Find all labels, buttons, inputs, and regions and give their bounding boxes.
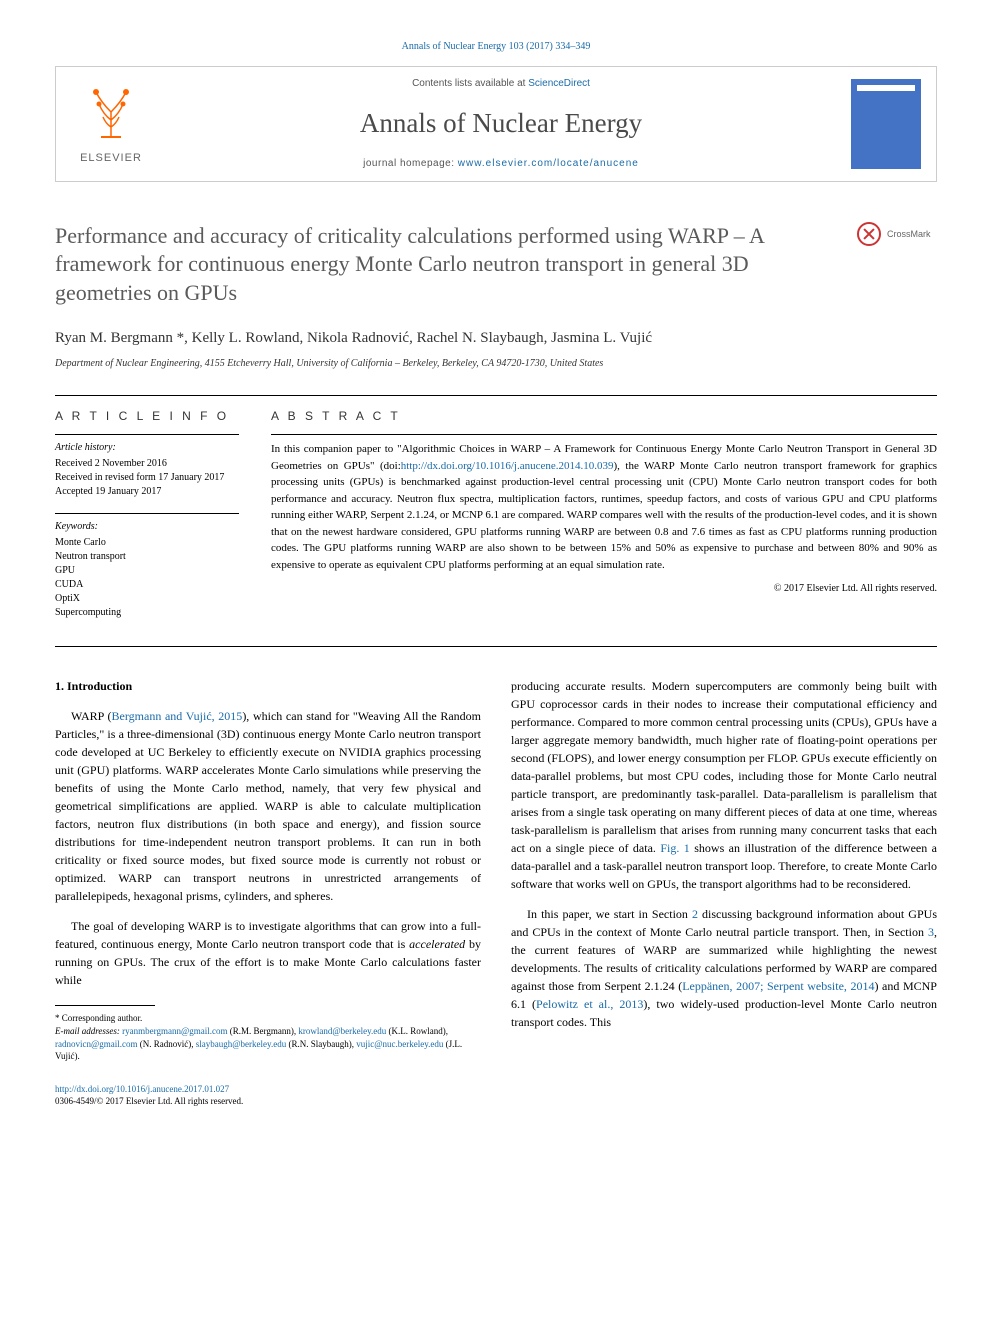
email-link[interactable]: krowland@berkeley.edu bbox=[298, 1026, 386, 1036]
keyword-item: OptiX bbox=[55, 592, 239, 606]
intro-para-3: producing accurate results. Modern super… bbox=[511, 677, 937, 893]
p1-pre: WARP ( bbox=[71, 709, 112, 723]
elsevier-logo: ELSEVIER bbox=[80, 82, 142, 167]
email-link[interactable]: slaybaugh@berkeley.edu bbox=[196, 1039, 286, 1049]
article-title: Performance and accuracy of criticality … bbox=[55, 222, 837, 308]
keyword-item: Neutron transport bbox=[55, 550, 239, 564]
email-label: E-mail addresses: bbox=[55, 1026, 120, 1036]
issn-copyright: 0306-4549/© 2017 Elsevier Ltd. All right… bbox=[55, 1096, 243, 1106]
history-revised: Received in revised form 17 January 2017 bbox=[55, 471, 239, 485]
abstract-heading: A B S T R A C T bbox=[271, 408, 937, 425]
crossmark-icon bbox=[857, 222, 881, 246]
page-container: Annals of Nuclear Energy 103 (2017) 334–… bbox=[0, 0, 992, 1148]
journal-name: Annals of Nuclear Energy bbox=[186, 105, 816, 143]
right-column: producing accurate results. Modern super… bbox=[511, 677, 937, 1108]
homepage-link[interactable]: www.elsevier.com/locate/anucene bbox=[458, 158, 639, 169]
title-row: Performance and accuracy of criticality … bbox=[55, 222, 937, 308]
abstract-text: In this companion paper to "Algorithmic … bbox=[271, 434, 937, 596]
top-citation: Annals of Nuclear Energy 103 (2017) 334–… bbox=[55, 40, 937, 54]
p3-pre: producing accurate results. Modern super… bbox=[511, 679, 937, 855]
email-link[interactable]: ryanmbergmann@gmail.com bbox=[122, 1026, 227, 1036]
header-center: Contents lists available at ScienceDirec… bbox=[166, 67, 836, 181]
publisher-label: ELSEVIER bbox=[80, 151, 142, 166]
body-columns: 1. Introduction WARP (Bergmann and Vujić… bbox=[55, 677, 937, 1108]
intro-para-1: WARP (Bergmann and Vujić, 2015), which c… bbox=[55, 707, 481, 905]
crossmark-label: CrossMark bbox=[887, 228, 931, 241]
contents-prefix: Contents lists available at bbox=[412, 78, 528, 89]
email-who: (K.L. Rowland), bbox=[389, 1026, 449, 1036]
authors-line: Ryan M. Bergmann *, Kelly L. Rowland, Ni… bbox=[55, 328, 937, 349]
contents-available-line: Contents lists available at ScienceDirec… bbox=[186, 77, 816, 91]
fig-1-link[interactable]: Fig. 1 bbox=[660, 841, 689, 855]
email-who: (N. Radnović), bbox=[140, 1039, 194, 1049]
keyword-item: CUDA bbox=[55, 578, 239, 592]
abstract-doi-link[interactable]: http://dx.doi.org/10.1016/j.anucene.2014… bbox=[401, 460, 614, 472]
email-link[interactable]: radnovicn@gmail.com bbox=[55, 1039, 138, 1049]
article-doi-link[interactable]: http://dx.doi.org/10.1016/j.anucene.2017… bbox=[55, 1084, 229, 1094]
affiliation-line: Department of Nuclear Engineering, 4155 … bbox=[55, 357, 937, 371]
intro-para-2: The goal of developing WARP is to invest… bbox=[55, 917, 481, 989]
keyword-item: GPU bbox=[55, 564, 239, 578]
p4-pre: In this paper, we start in Section bbox=[527, 907, 692, 921]
email-addresses-note: E-mail addresses: ryanmbergmann@gmail.co… bbox=[55, 1025, 481, 1063]
keyword-item: Supercomputing bbox=[55, 606, 239, 620]
ref-leppanen[interactable]: Leppänen, 2007; Serpent website, 2014 bbox=[682, 979, 874, 993]
article-info-column: A R T I C L E I N F O Article history: R… bbox=[55, 396, 255, 647]
homepage-line: journal homepage: www.elsevier.com/locat… bbox=[186, 157, 816, 171]
section-1-heading: 1. Introduction bbox=[55, 677, 481, 695]
abstract-copyright: © 2017 Elsevier Ltd. All rights reserved… bbox=[271, 581, 937, 596]
history-accepted: Accepted 19 January 2017 bbox=[55, 485, 239, 499]
ref-bergmann-2015[interactable]: Bergmann and Vujić, 2015 bbox=[112, 709, 243, 723]
intro-para-4: In this paper, we start in Section 2 dis… bbox=[511, 905, 937, 1031]
journal-header-box: ELSEVIER Contents lists available at Sci… bbox=[55, 66, 937, 182]
keywords-label: Keywords: bbox=[55, 520, 239, 534]
email-link[interactable]: vujic@nuc.berkeley.edu bbox=[356, 1039, 443, 1049]
crossmark-badge[interactable]: CrossMark bbox=[857, 222, 937, 246]
info-abstract-row: A R T I C L E I N F O Article history: R… bbox=[55, 395, 937, 648]
publisher-logo-cell: ELSEVIER bbox=[56, 67, 166, 181]
keyword-item: Monte Carlo bbox=[55, 536, 239, 550]
elsevier-tree-icon bbox=[81, 82, 141, 142]
info-heading: A R T I C L E I N F O bbox=[55, 408, 239, 425]
history-block: Article history: Received 2 November 201… bbox=[55, 434, 239, 499]
homepage-prefix: journal homepage: bbox=[363, 158, 458, 169]
left-column: 1. Introduction WARP (Bergmann and Vujić… bbox=[55, 677, 481, 1108]
email-who: (R.M. Bergmann), bbox=[230, 1026, 296, 1036]
history-label: Article history: bbox=[55, 441, 239, 455]
keywords-block: Keywords: Monte Carlo Neutron transport … bbox=[55, 513, 239, 620]
footnote-separator bbox=[55, 1005, 155, 1006]
ref-pelowitz[interactable]: Pelowitz et al., 2013 bbox=[536, 997, 643, 1011]
abstract-column: A B S T R A C T In this companion paper … bbox=[255, 396, 937, 647]
sciencedirect-link[interactable]: ScienceDirect bbox=[528, 78, 590, 89]
history-received: Received 2 November 2016 bbox=[55, 457, 239, 471]
corresponding-author-note: * Corresponding author. bbox=[55, 1012, 481, 1025]
abstract-post: ), the WARP Monte Carlo neutron transpor… bbox=[271, 460, 937, 571]
p2-em: accelerated bbox=[409, 937, 465, 951]
footer-block: http://dx.doi.org/10.1016/j.anucene.2017… bbox=[55, 1083, 481, 1108]
p1-post: ), which can stand for "Weaving All the … bbox=[55, 709, 481, 903]
journal-cover-thumb bbox=[851, 79, 921, 169]
email-who: (R.N. Slaybaugh), bbox=[288, 1039, 354, 1049]
cover-thumbnail-cell bbox=[836, 67, 936, 181]
